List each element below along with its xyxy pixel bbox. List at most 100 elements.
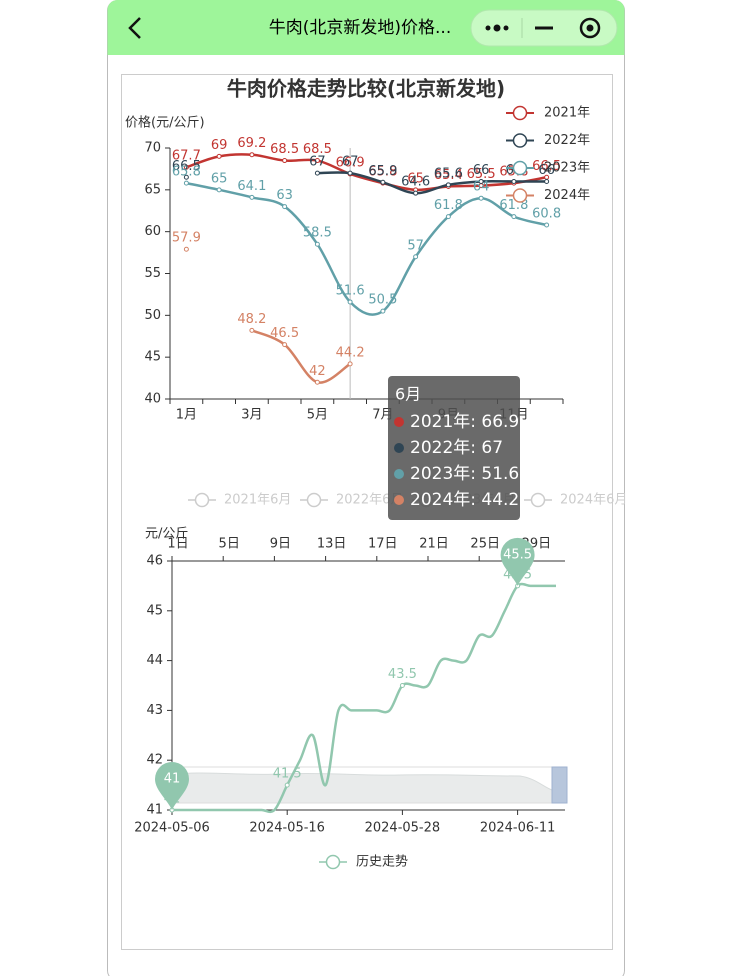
x2-tick-label: 1日 [167, 537, 188, 552]
x2-tick-label: 25日 [470, 537, 500, 552]
data-point [478, 178, 484, 184]
x2-tick-label: 9日 [270, 537, 291, 552]
data-label: 65.8 [172, 165, 201, 180]
data-label: 51.6 [336, 283, 365, 298]
data-point [314, 170, 320, 176]
tooltip-item: 2022年: 67 [410, 438, 503, 458]
data-point [314, 241, 320, 247]
tooltip-dot [394, 443, 404, 453]
x2-tick-label: 5日 [219, 537, 240, 552]
tooltip-item: 2021年: 66.9 [410, 412, 519, 432]
data-label: 69.2 [237, 136, 266, 151]
x-tick-label: 5月 [307, 408, 328, 423]
legend-label: 2022年 [544, 133, 590, 148]
data-label: 57.9 [172, 231, 201, 246]
tooltip-dot [394, 417, 404, 427]
y-axis-label: 元/公斤 [145, 527, 188, 542]
data-label: 57 [407, 238, 424, 253]
data-label: 67 [309, 155, 326, 170]
y-tick-label: 46 [146, 554, 163, 569]
data-point [183, 164, 189, 170]
tooltip-box [388, 376, 520, 520]
legend-symbol [512, 105, 528, 121]
mark-pin [500, 537, 535, 586]
legend-label: 2024年 [544, 188, 590, 203]
y-tick-label: 50 [144, 308, 161, 323]
data-label: 60.8 [532, 206, 561, 221]
data-point [380, 179, 386, 185]
data-label: 66 [473, 163, 490, 178]
data-point [347, 361, 353, 367]
more-button[interactable] [485, 24, 509, 32]
data-label: 64.1 [237, 179, 266, 194]
data-point [249, 327, 255, 333]
selector-symbol [194, 492, 210, 508]
data-label: 66.5 [172, 159, 201, 174]
data-point [282, 342, 288, 348]
series-line [172, 582, 556, 814]
legend-symbol [512, 188, 528, 203]
data-point [314, 158, 320, 164]
data-point [413, 190, 419, 196]
series-line [185, 153, 547, 192]
x-tick-label: 2024-05-16 [249, 821, 325, 836]
y-tick-label: 60 [144, 224, 161, 239]
data-point [183, 180, 189, 186]
x2-tick-label: 21日 [419, 537, 449, 552]
legend-symbol [512, 160, 528, 176]
tooltip-item: 2023年: 51.6 [410, 464, 519, 484]
x-tick-label: 2024-05-06 [134, 821, 210, 836]
tooltip-dot [394, 495, 404, 505]
back-button[interactable] [128, 17, 141, 39]
data-label: 67 [342, 155, 359, 170]
series-line [251, 329, 351, 384]
data-label: 46.5 [270, 326, 299, 341]
data-point [511, 178, 517, 184]
data-point [314, 379, 320, 385]
selector-symbol [530, 492, 546, 508]
close-button[interactable] [579, 17, 601, 39]
data-label: 44.2 [336, 345, 365, 360]
x-tick-label: 2024-05-28 [365, 821, 441, 836]
data-point [445, 214, 451, 220]
mark-pin [155, 762, 189, 810]
data-label: 65 [211, 171, 228, 186]
data-label: 66 [538, 163, 555, 178]
legend-symbol [512, 133, 528, 148]
data-point [183, 174, 189, 180]
selector-label: 2024年6月 [560, 493, 627, 508]
data-point [413, 254, 419, 260]
data-label: 67.7 [172, 149, 201, 164]
data-point [282, 158, 288, 164]
x2-tick-label: 13日 [317, 537, 347, 552]
data-point [284, 782, 290, 788]
data-label: 65.5 [467, 167, 496, 182]
data-label: 68.5 [303, 142, 332, 157]
legend-label: 2021年 [544, 106, 590, 121]
data-label: 42 [309, 364, 326, 379]
data-point [544, 222, 550, 228]
data-label: 68.5 [270, 142, 299, 157]
zoom-area [171, 772, 553, 804]
legend-symbol [325, 854, 341, 870]
data-label: 41.5 [273, 767, 302, 782]
x-tick-label: 1月 [176, 408, 197, 423]
data-label: 65.8 [368, 165, 397, 180]
data-label: 48.2 [237, 312, 266, 327]
x2-tick-label: 17日 [368, 537, 398, 552]
data-label: 64.6 [401, 175, 430, 190]
selector-symbol [306, 492, 322, 508]
data-point [249, 194, 255, 200]
y-tick-label: 44 [146, 653, 163, 668]
data-label: 63 [276, 188, 293, 203]
y-tick-label: 40 [144, 392, 161, 407]
legend-label: 2023年 [544, 161, 590, 176]
zoom-handle[interactable] [551, 766, 568, 804]
series-line [317, 171, 547, 195]
y-axis-label: 价格(元/公斤) [125, 115, 205, 131]
data-point [216, 153, 222, 159]
selector-label: 2021年6月 [224, 493, 291, 508]
data-point [511, 214, 517, 220]
tooltip-title: 6月 [395, 385, 421, 404]
